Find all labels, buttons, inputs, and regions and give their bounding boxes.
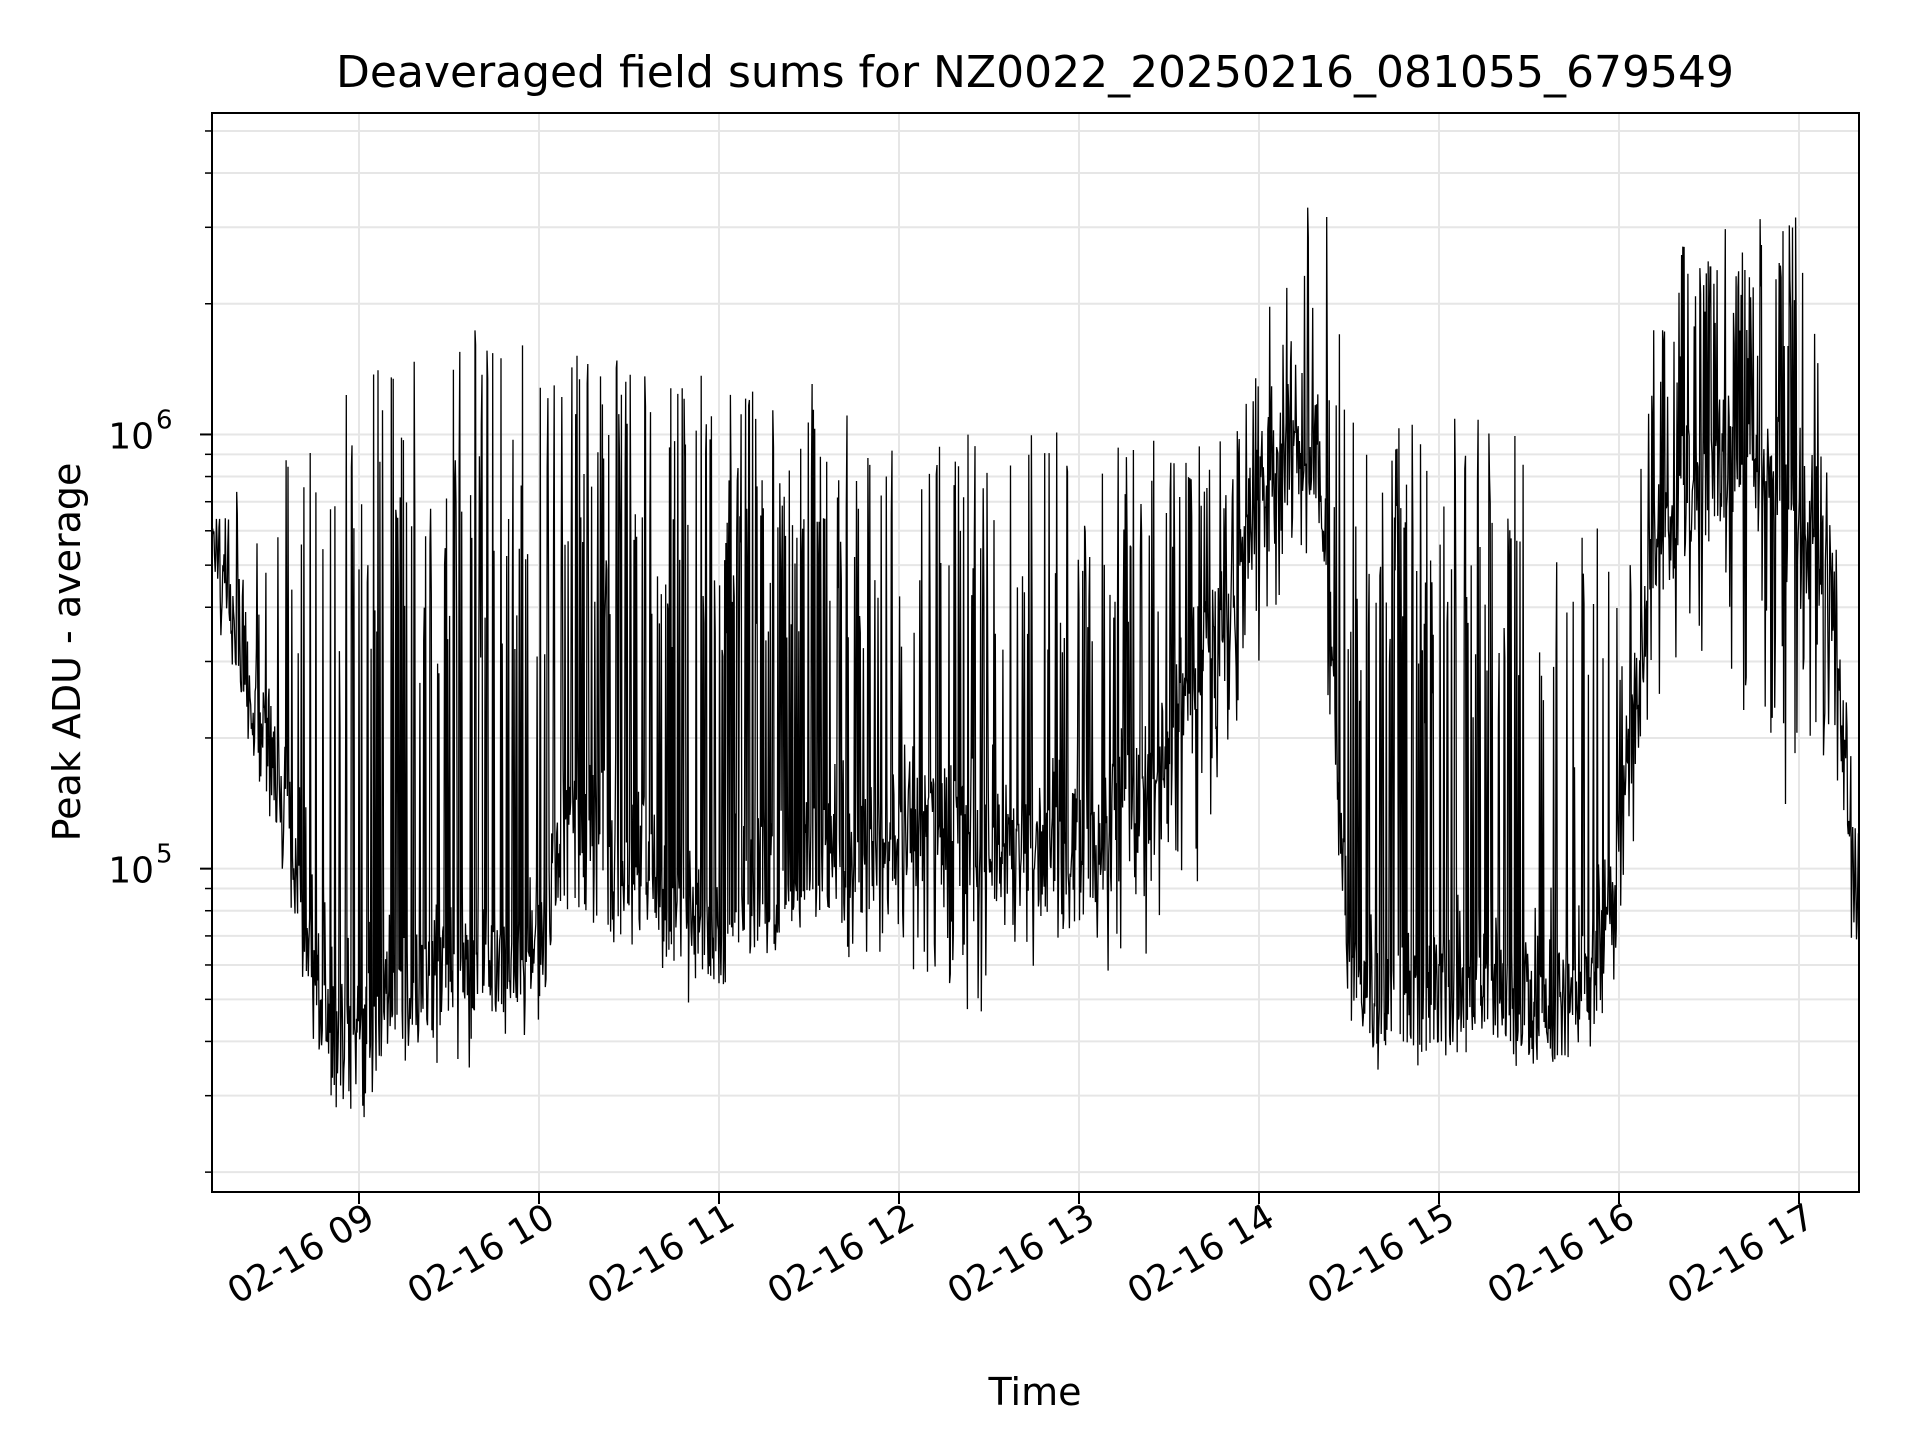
y-tick-exponent: 5 bbox=[156, 840, 173, 870]
plot-area bbox=[212, 207, 1859, 1118]
chart-title: Deaveraged field sums for NZ0022_2025021… bbox=[336, 47, 1734, 98]
y-tick-label: 10 bbox=[108, 416, 154, 457]
x-axis-label: Time bbox=[988, 1370, 1082, 1414]
y-axis-label: Peak ADU - average bbox=[45, 463, 89, 842]
y-tick-exponent: 6 bbox=[156, 405, 173, 435]
y-tick-label: 10 bbox=[108, 851, 154, 892]
series-line bbox=[212, 207, 1859, 1118]
axes-frame bbox=[211, 112, 1860, 1193]
